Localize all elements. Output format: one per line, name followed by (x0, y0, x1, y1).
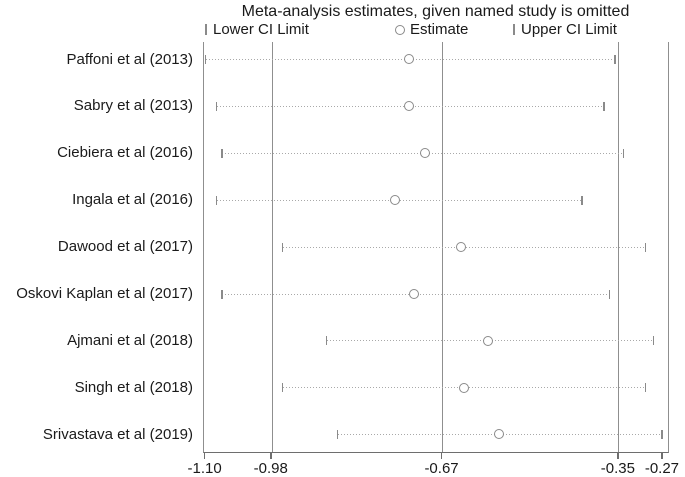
study-label: Ciebiera et al (2016) (57, 144, 193, 162)
study-label: Oskovi Kaplan et al (2017) (16, 285, 193, 302)
estimate-marker (403, 54, 414, 65)
x-axis: -1.10 -0.98 -0.67 -0.35 -0.27 (188, 453, 679, 477)
lower-ci-tick (215, 101, 218, 111)
lower-ci-tick (204, 55, 207, 64)
upper-ci-tick (608, 289, 611, 299)
legend-label-upper-ci: Upper CI Limit (521, 21, 617, 38)
legend-item-estimate: Estimate (395, 21, 468, 38)
upper-ci-tick (644, 383, 647, 393)
study-label: Ingala et al (2016) (72, 191, 193, 209)
lower-ci-tick (325, 336, 328, 346)
estimate-marker (409, 288, 420, 299)
plot-area (203, 42, 669, 453)
legend-label-lower-ci: Lower CI Limit (213, 21, 309, 38)
study-label: Sabry et al (2013) (73, 97, 193, 115)
study-label: Dawood et al (2017) (57, 238, 193, 256)
chart-legend: Lower CI Limit Estimate Upper CI Limit (0, 21, 685, 38)
x-axis-tick-label: -0.27 (644, 460, 680, 477)
lower-ci-tick (336, 430, 339, 440)
upper-ci-tick (603, 101, 605, 111)
estimate-marker (494, 429, 505, 440)
upper-ci-tick (652, 336, 655, 346)
lower-ci-tick (215, 195, 218, 205)
estimate-marker (458, 382, 469, 393)
upper-ci-tick (644, 242, 647, 252)
legend-item-lower-ci: Lower CI Limit (205, 21, 309, 38)
lower-ci-tick (221, 148, 223, 158)
legend-item-upper-ci: Upper CI Limit (513, 21, 617, 38)
x-axis-tick-label: -0.35 (600, 460, 635, 477)
estimate-marker (483, 335, 494, 346)
legend-label-estimate: Estimate (410, 21, 469, 38)
x-axis-tick-label: -0.67 (424, 460, 459, 477)
lower-ci-tick-icon (205, 24, 207, 35)
upper-ci-tick (614, 55, 616, 64)
lower-ci-tick (281, 383, 284, 393)
x-axis-tick (661, 453, 663, 459)
chart-title: Meta-analysis estimates, given named stu… (241, 3, 630, 20)
x-axis-tick (440, 453, 443, 459)
upper-ci-tick (581, 195, 583, 205)
study-label: Paffoni et al (2013) (66, 50, 193, 68)
estimate-circle-icon (395, 24, 405, 35)
study-label: Singh et al (2018) (74, 378, 193, 396)
upper-ci-tick (622, 148, 625, 158)
study-label: Srivastava et al (2019) (42, 425, 193, 443)
lower-ci-tick (281, 242, 284, 252)
upper-ci-tick-icon (513, 24, 515, 35)
x-axis-tick-label: -0.98 (253, 460, 288, 477)
x-axis-tick (617, 453, 619, 459)
study-label-column: Paffoni et al (2013) Sabry et al (2013) Ci… (0, 42, 196, 452)
x-axis-tick (270, 453, 272, 459)
x-axis-tick-label: -1.10 (187, 460, 222, 477)
study-label: Ajmani et al (2018) (67, 331, 193, 349)
reference-gridline (271, 42, 273, 452)
upper-ci-tick (661, 430, 663, 440)
estimate-marker (403, 101, 414, 112)
estimate-marker (390, 194, 401, 205)
x-axis-tick (203, 453, 206, 459)
lower-ci-tick (221, 289, 223, 299)
estimate-marker (420, 148, 431, 158)
estimate-marker (455, 241, 466, 252)
